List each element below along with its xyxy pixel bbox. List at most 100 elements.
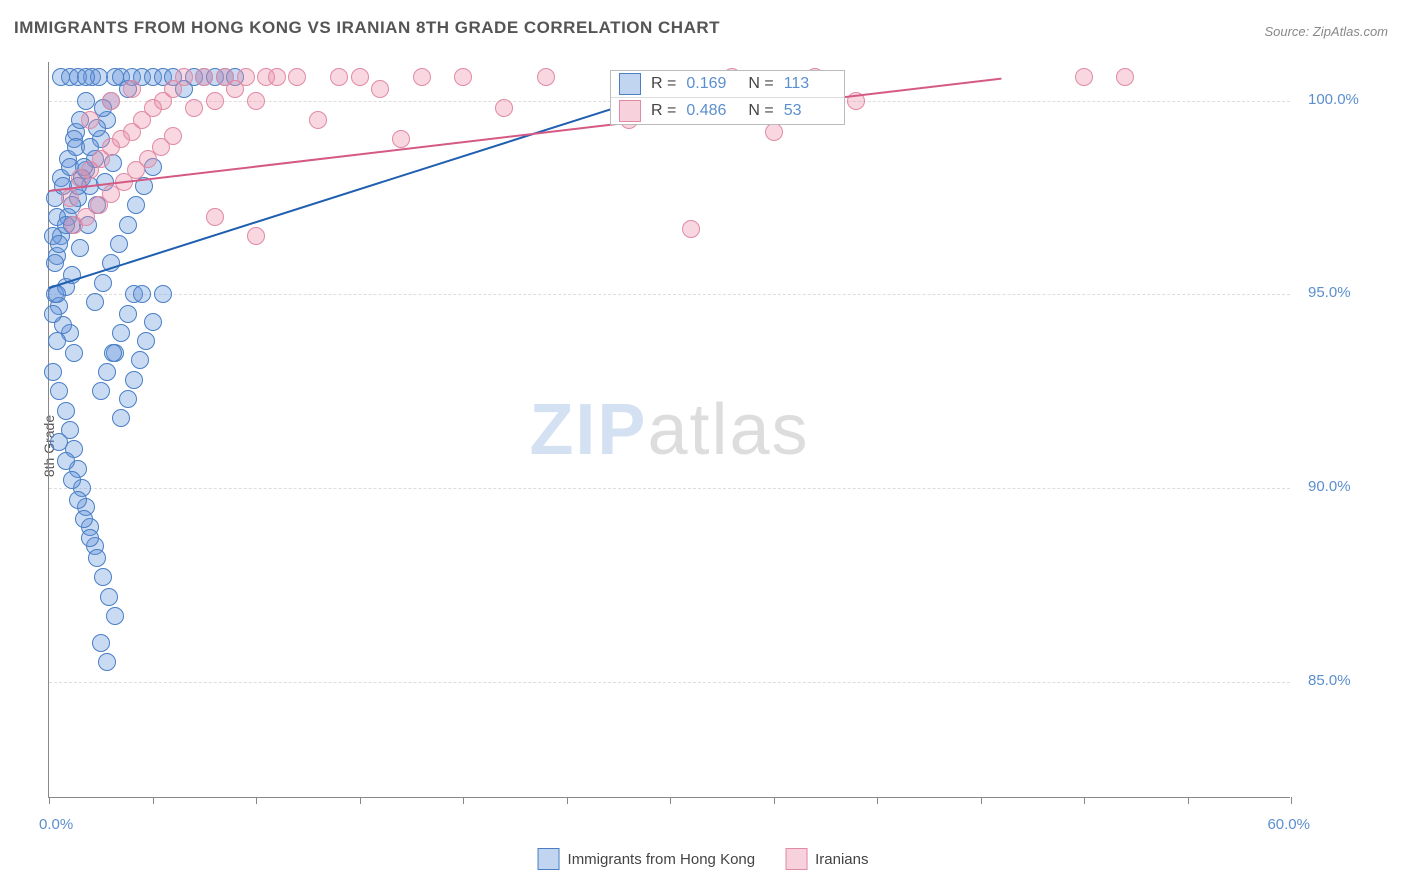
data-point <box>237 68 255 86</box>
data-point <box>206 208 224 226</box>
gridline <box>49 294 1290 295</box>
data-point <box>351 68 369 86</box>
data-point <box>65 344 83 362</box>
data-point <box>125 371 143 389</box>
stat-r-value: 0.486 <box>686 102 738 120</box>
data-point <box>98 653 116 671</box>
x-tick <box>774 797 775 804</box>
data-point <box>371 80 389 98</box>
legend-swatch <box>785 848 807 870</box>
stat-row: R = 0.486 N = 53 <box>611 97 844 124</box>
x-tick <box>463 797 464 804</box>
gridline <box>49 682 1290 683</box>
data-point <box>537 68 555 86</box>
data-point <box>413 68 431 86</box>
x-tick <box>1084 797 1085 804</box>
data-point <box>112 324 130 342</box>
data-point <box>48 332 66 350</box>
data-point <box>495 99 513 117</box>
data-point <box>81 529 99 547</box>
stat-n-label: N = <box>748 102 773 120</box>
data-point <box>94 568 112 586</box>
data-point <box>288 68 306 86</box>
x-tick <box>567 797 568 804</box>
data-point <box>765 123 783 141</box>
data-point <box>206 92 224 110</box>
x-tick <box>360 797 361 804</box>
data-point <box>88 549 106 567</box>
data-point <box>309 111 327 129</box>
data-point <box>75 510 93 528</box>
data-point <box>175 68 193 86</box>
data-point <box>137 332 155 350</box>
data-point <box>81 111 99 129</box>
data-point <box>144 313 162 331</box>
gridline <box>49 488 1290 489</box>
y-tick-label: 100.0% <box>1308 91 1388 108</box>
stat-r-label: R = <box>651 75 676 93</box>
data-point <box>69 491 87 509</box>
data-point <box>682 220 700 238</box>
data-point <box>110 235 128 253</box>
correlation-stats-box: R = 0.169 N = 113 R = 0.486 N = 53 <box>610 70 845 125</box>
data-point <box>61 189 79 207</box>
data-point <box>133 285 151 303</box>
plot-area: ZIPatlas 85.0%90.0%95.0%100.0%0.0%60.0% <box>48 62 1290 798</box>
x-tick <box>877 797 878 804</box>
data-point <box>330 68 348 86</box>
stat-n-label: N = <box>748 75 773 93</box>
data-point <box>127 196 145 214</box>
data-point <box>195 68 213 86</box>
x-tick-label: 0.0% <box>39 816 73 833</box>
data-point <box>247 227 265 245</box>
data-point <box>46 254 64 272</box>
data-point <box>50 235 68 253</box>
data-point <box>154 285 172 303</box>
source-attribution: Source: ZipAtlas.com <box>1264 24 1388 39</box>
data-point <box>392 130 410 148</box>
data-point <box>131 351 149 369</box>
stat-r-value: 0.169 <box>686 75 738 93</box>
legend-swatch <box>538 848 560 870</box>
stat-n-value: 53 <box>784 102 836 120</box>
data-point <box>123 80 141 98</box>
data-point <box>119 390 137 408</box>
data-point <box>94 274 112 292</box>
y-tick-label: 90.0% <box>1308 478 1388 495</box>
data-point <box>1116 68 1134 86</box>
data-point <box>100 588 118 606</box>
data-point <box>104 344 122 362</box>
data-point <box>164 127 182 145</box>
data-point <box>92 382 110 400</box>
data-point <box>50 382 68 400</box>
stat-n-value: 113 <box>784 75 836 93</box>
data-point <box>77 68 95 86</box>
legend-swatch <box>619 100 641 122</box>
data-point <box>454 68 472 86</box>
stat-row: R = 0.169 N = 113 <box>611 71 844 97</box>
legend-item: Iranians <box>785 848 868 870</box>
stat-r-label: R = <box>651 102 676 120</box>
data-point <box>50 433 68 451</box>
data-point <box>44 305 62 323</box>
x-tick <box>153 797 154 804</box>
legend-swatch <box>619 73 641 95</box>
data-point <box>119 216 137 234</box>
watermark: ZIPatlas <box>529 389 809 471</box>
data-point <box>102 92 120 110</box>
x-tick <box>981 797 982 804</box>
data-point <box>247 92 265 110</box>
data-point <box>44 363 62 381</box>
data-point <box>86 293 104 311</box>
legend-label: Iranians <box>815 851 868 868</box>
data-point <box>63 471 81 489</box>
legend-item: Immigrants from Hong Kong <box>538 848 756 870</box>
trendline <box>49 77 1001 191</box>
x-tick <box>1291 797 1292 804</box>
x-tick-label: 60.0% <box>1267 816 1310 833</box>
data-point <box>119 305 137 323</box>
x-tick <box>256 797 257 804</box>
data-point <box>106 607 124 625</box>
data-point <box>185 99 203 117</box>
data-point <box>71 239 89 257</box>
